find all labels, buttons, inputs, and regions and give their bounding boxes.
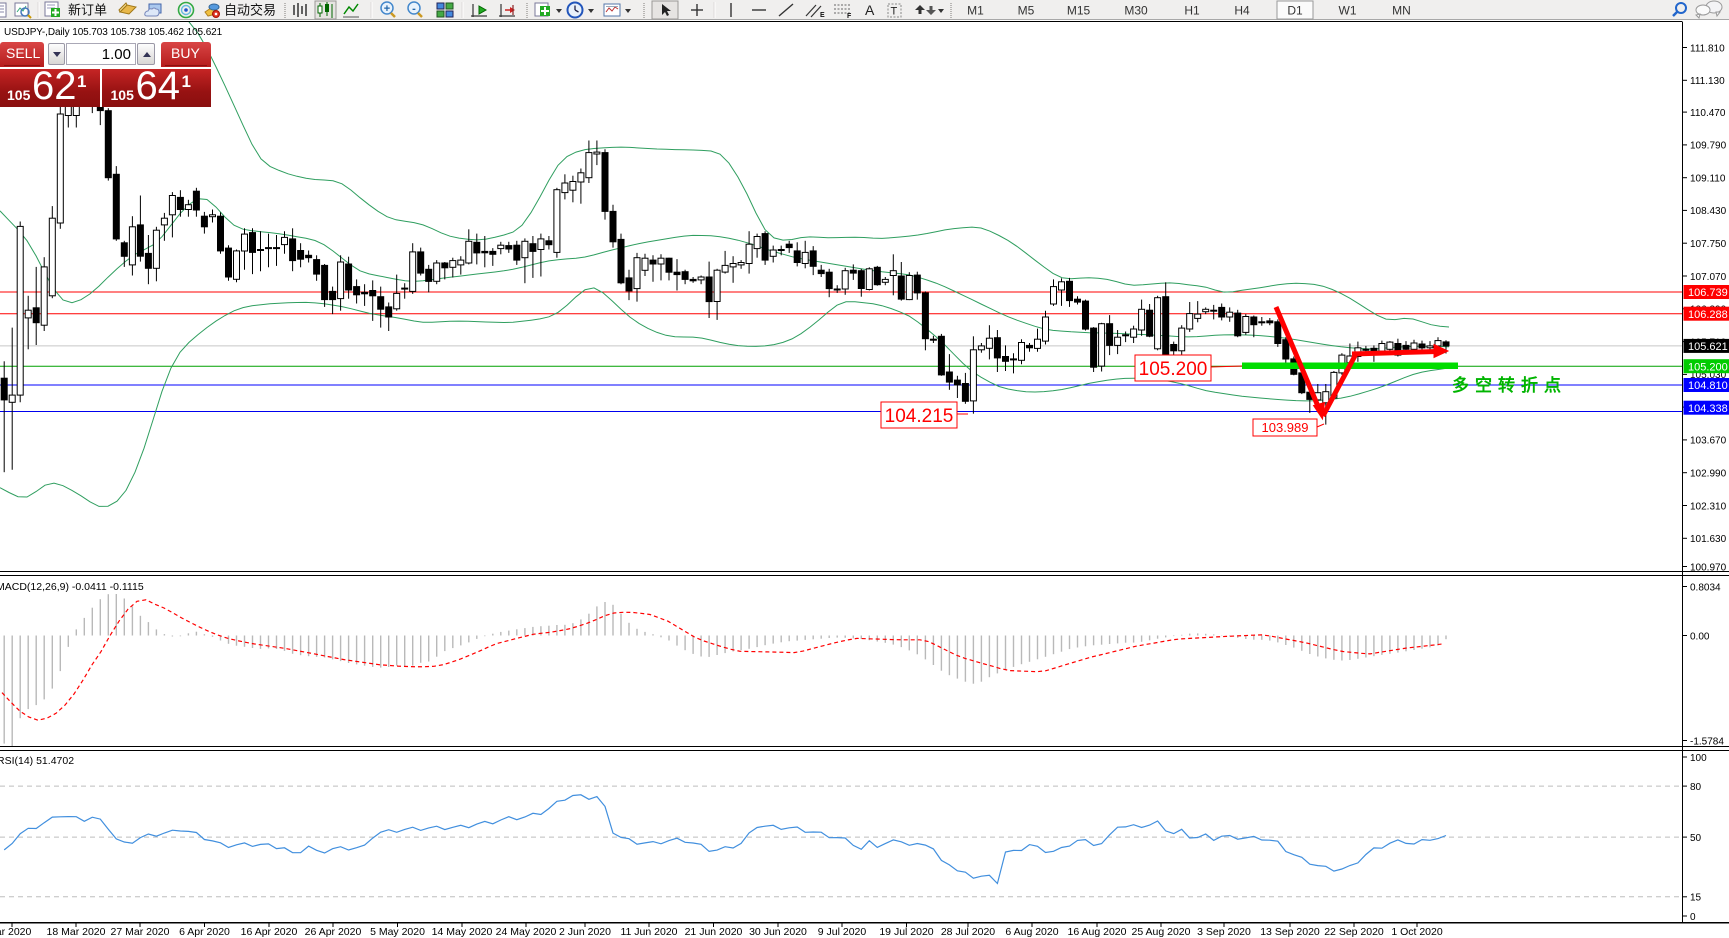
svg-text:新订单: 新订单 (68, 3, 107, 18)
svg-text:106.288: 106.288 (1688, 309, 1728, 321)
svg-text:0: 0 (1690, 912, 1696, 923)
svg-text:108.430: 108.430 (1690, 206, 1727, 217)
svg-text:111.810: 111.810 (1690, 43, 1725, 54)
svg-text:109.790: 109.790 (1690, 141, 1727, 152)
svg-text:104.338: 104.338 (1688, 403, 1728, 415)
svg-text:100.970: 100.970 (1690, 562, 1727, 573)
svg-text:D1: D1 (1287, 4, 1303, 18)
svg-text:Mar 2020: Mar 2020 (0, 926, 32, 938)
svg-text:26 Apr 2020: 26 Apr 2020 (305, 926, 362, 938)
svg-text:102.310: 102.310 (1690, 501, 1727, 512)
svg-text:M15: M15 (1067, 4, 1091, 18)
svg-text:25 Aug 2020: 25 Aug 2020 (1132, 926, 1191, 938)
svg-text:24 May 2020: 24 May 2020 (496, 926, 557, 938)
svg-text:W1: W1 (1339, 4, 1357, 18)
svg-text:19 Jul 2020: 19 Jul 2020 (879, 926, 933, 938)
svg-text:100: 100 (1690, 753, 1707, 764)
svg-text:自动交易: 自动交易 (224, 3, 276, 18)
svg-text:107.070: 107.070 (1690, 272, 1727, 283)
svg-text:-: - (412, 3, 416, 15)
svg-text:14 May 2020: 14 May 2020 (432, 926, 493, 938)
svg-text:M5: M5 (1018, 4, 1035, 18)
svg-text:5 May 2020: 5 May 2020 (370, 926, 425, 938)
svg-text:MN: MN (1392, 4, 1411, 18)
svg-text:3 Sep 2020: 3 Sep 2020 (1197, 926, 1251, 938)
svg-text:22 Sep 2020: 22 Sep 2020 (1324, 926, 1384, 938)
svg-text:13 Sep 2020: 13 Sep 2020 (1260, 926, 1320, 938)
svg-text:80: 80 (1690, 782, 1702, 793)
svg-text:18 Mar 2020: 18 Mar 2020 (47, 926, 106, 938)
svg-text:M1: M1 (967, 4, 984, 18)
svg-text:F: F (847, 13, 852, 20)
svg-text:103.670: 103.670 (1690, 436, 1727, 447)
svg-text:109.110: 109.110 (1690, 174, 1726, 185)
svg-text:104.215: 104.215 (885, 406, 954, 427)
svg-text:104.810: 104.810 (1688, 380, 1728, 392)
svg-text:111.130: 111.130 (1690, 76, 1725, 87)
svg-text:50: 50 (1690, 833, 1702, 844)
svg-text:28 Jul 2020: 28 Jul 2020 (941, 926, 995, 938)
svg-text:M30: M30 (1124, 4, 1148, 18)
svg-text:H1: H1 (1184, 4, 1200, 18)
svg-text:103.989: 103.989 (1262, 420, 1309, 435)
svg-text:RSI(14) 51.4702: RSI(14) 51.4702 (0, 755, 74, 767)
svg-text:110.470: 110.470 (1690, 108, 1726, 119)
svg-text:107.750: 107.750 (1690, 239, 1727, 250)
svg-text:E: E (820, 12, 825, 19)
svg-text:1 Oct 2020: 1 Oct 2020 (1391, 926, 1443, 938)
svg-text:21 Jun 2020: 21 Jun 2020 (685, 926, 743, 938)
svg-text:T: T (891, 6, 898, 18)
svg-text:0.00: 0.00 (1690, 631, 1710, 642)
svg-text:USDJPY-,Daily 105.703 105.738: USDJPY-,Daily 105.703 105.738 105.462 10… (4, 27, 223, 38)
svg-text:+: + (384, 3, 390, 15)
svg-text:9 Jul 2020: 9 Jul 2020 (818, 926, 867, 938)
svg-text:H4: H4 (1234, 4, 1250, 18)
svg-text:105.621: 105.621 (1688, 341, 1728, 353)
svg-text:106.739: 106.739 (1688, 287, 1728, 299)
svg-text:16 Apr 2020: 16 Apr 2020 (241, 926, 298, 938)
svg-text:15: 15 (1690, 893, 1702, 904)
svg-text:11 Jun 2020: 11 Jun 2020 (620, 926, 677, 938)
svg-text:27 Mar 2020: 27 Mar 2020 (111, 926, 170, 938)
svg-text:0.8034: 0.8034 (1690, 582, 1721, 593)
svg-text:A: A (865, 2, 875, 18)
svg-text:101.630: 101.630 (1690, 534, 1727, 545)
svg-text:105.030: 105.030 (1690, 370, 1727, 381)
svg-text:16 Aug 2020: 16 Aug 2020 (1068, 926, 1127, 938)
svg-text:-1.5784: -1.5784 (1690, 736, 1724, 747)
svg-text:105.200: 105.200 (1139, 359, 1208, 380)
svg-text:30 Jun 2020: 30 Jun 2020 (749, 926, 807, 938)
svg-text:2 Jun 2020: 2 Jun 2020 (559, 926, 611, 938)
svg-text:105.200: 105.200 (1688, 361, 1728, 373)
svg-text:多空转折点: 多空转折点 (1452, 375, 1567, 395)
svg-text:6 Aug 2020: 6 Aug 2020 (1005, 926, 1058, 938)
svg-text:102.990: 102.990 (1690, 469, 1727, 480)
svg-text:6 Apr 2020: 6 Apr 2020 (179, 926, 230, 938)
svg-text:MACD(12,26,9) -0.0411 -0.1115: MACD(12,26,9) -0.0411 -0.1115 (0, 581, 144, 593)
